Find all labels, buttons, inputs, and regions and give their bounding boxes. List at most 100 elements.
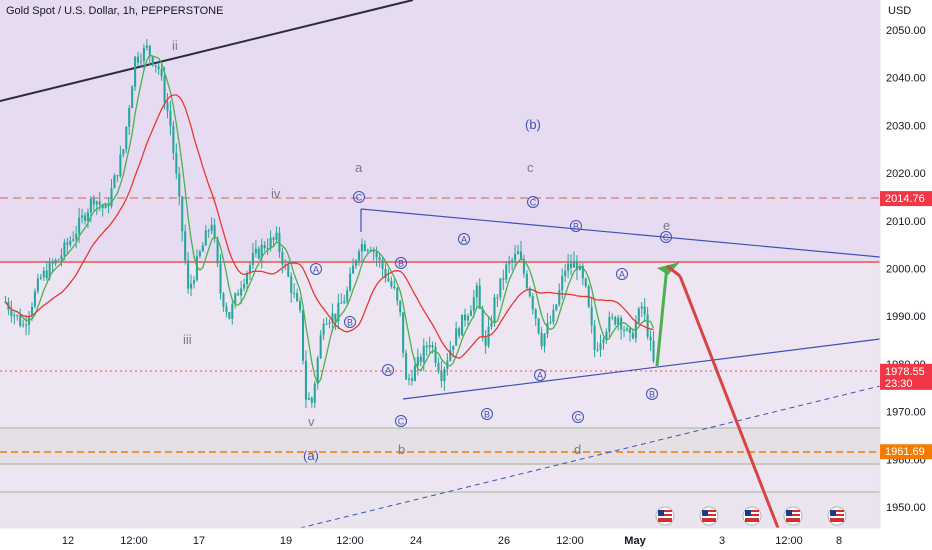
wave-marker-circle — [527, 196, 539, 208]
candle-body — [502, 278, 505, 280]
forecast-red-line-2[interactable] — [678, 275, 780, 529]
candle-body — [293, 293, 296, 295]
candle-body — [484, 336, 487, 346]
candle-body — [481, 308, 484, 337]
candle-body — [139, 61, 143, 63]
candle-body — [101, 204, 104, 209]
candle-body — [275, 232, 278, 240]
candle-body — [572, 261, 576, 268]
wave-marker-circle — [534, 369, 546, 381]
candle-body — [187, 260, 190, 289]
candle-body — [290, 276, 293, 294]
candle-body — [396, 288, 399, 301]
upper-black-trendline[interactable] — [0, 0, 414, 102]
candle-body — [251, 253, 254, 266]
candle-body — [631, 332, 634, 339]
candle-body — [410, 378, 414, 381]
candle-body — [260, 244, 263, 259]
candle-body — [534, 309, 537, 319]
candle-body — [119, 154, 122, 177]
ma-red-line — [4, 94, 654, 360]
candle-body — [646, 314, 649, 337]
x-tick-2: 17 — [193, 535, 205, 547]
candle-body — [237, 293, 240, 296]
triangle-lower-line[interactable] — [402, 338, 881, 400]
wave-label-a-paren: (a) — [303, 448, 319, 463]
wave-label-a: a — [355, 160, 363, 175]
y-tick-2020: 2020.00 — [886, 168, 926, 180]
candle-body — [381, 259, 384, 270]
wave-marker-letter: C — [663, 233, 670, 243]
flag-stripe-white — [830, 512, 844, 514]
flag-stripe-white — [702, 516, 716, 518]
candle-body — [331, 313, 334, 323]
candle-body — [42, 270, 45, 278]
candle-body — [555, 304, 558, 310]
candle-body — [413, 365, 416, 381]
candle-body — [75, 233, 78, 240]
forecast-red-line-1[interactable] — [666, 264, 681, 278]
candle-body — [328, 322, 331, 324]
triangle-upper-line[interactable] — [360, 208, 881, 258]
flag-stripe-white — [702, 512, 716, 514]
candle-body — [614, 316, 617, 325]
candle-body — [263, 244, 266, 249]
wave-marker-circle — [458, 233, 470, 245]
candle-body — [617, 317, 620, 325]
price-axis-bg — [880, 0, 932, 528]
wave-marker-circle — [382, 364, 394, 376]
candle-body — [499, 278, 502, 298]
candle-body — [354, 260, 358, 266]
candle-body — [307, 397, 310, 400]
dashed-channel-line[interactable] — [299, 385, 881, 529]
candle-body — [92, 198, 95, 205]
event-flags[interactable] — [655, 506, 847, 526]
candle-body — [163, 76, 166, 103]
y-tick-2050: 2050.00 — [886, 25, 926, 37]
price-tag-0[interactable]: 2014.76 — [885, 193, 925, 205]
wave-label-b-paren: (b) — [525, 117, 541, 132]
candle-body — [63, 242, 66, 256]
candle-body — [543, 333, 546, 347]
x-tick-10: 12:00 — [775, 535, 803, 547]
wave-marker-letter: C — [356, 193, 363, 203]
candle-body — [245, 273, 249, 285]
candle-body — [596, 349, 599, 351]
candle-body — [122, 149, 125, 155]
wave-marker-circle — [395, 257, 407, 269]
candle-body — [248, 265, 251, 274]
price-tag-2[interactable]: 1961.69 — [885, 446, 925, 458]
candle-body — [48, 262, 51, 279]
candle-body — [455, 328, 458, 346]
candle-body — [69, 240, 72, 245]
forecast-green-arrow[interactable] — [655, 265, 669, 367]
candle-body — [83, 215, 87, 221]
candle-body — [357, 251, 360, 261]
candle-body — [558, 290, 561, 305]
candle-body — [378, 257, 381, 260]
candle-body — [431, 345, 434, 348]
candle-body — [372, 250, 375, 252]
candle-body — [219, 263, 222, 294]
candle-body — [104, 205, 107, 209]
candle-body — [611, 316, 614, 318]
candle-body — [325, 323, 328, 325]
symbol-title[interactable]: Gold Spot / U.S. Dollar, 1h, PEPPERSTONE — [6, 5, 224, 17]
candle-body — [505, 264, 508, 280]
candle-body — [478, 285, 481, 309]
candle-body — [458, 328, 461, 336]
candle-body — [89, 198, 92, 213]
candle-body — [172, 126, 175, 153]
candle-body — [584, 278, 587, 286]
candle-body — [366, 250, 369, 252]
candle-body — [514, 253, 517, 261]
candle-body — [561, 276, 564, 291]
wave-marker-letter: B — [573, 222, 579, 232]
candle-body — [19, 315, 22, 326]
candle-body — [281, 251, 284, 265]
candle-body — [213, 224, 216, 239]
wave-marker-circle — [660, 231, 672, 243]
price-tag-1[interactable]: 1978.55 — [885, 366, 925, 378]
